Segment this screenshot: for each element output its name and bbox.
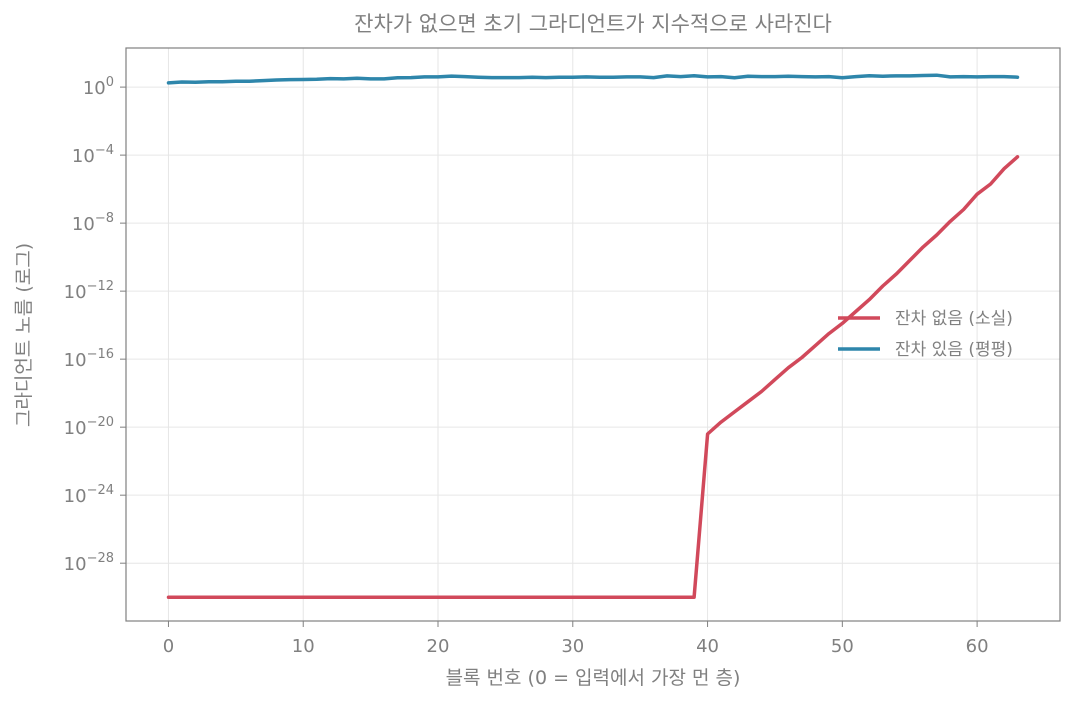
x-tick-label: 0 xyxy=(163,636,174,657)
plot-frame xyxy=(125,47,1061,622)
y-axis: 100 10−4 10−8 10−12 10−16 10−20 10−24 10−28 xyxy=(64,75,126,575)
y-tick-label: 10−12 xyxy=(64,279,114,303)
y-tick-label: 10−28 xyxy=(64,551,114,575)
series-line-1 xyxy=(166,155,1020,599)
series-line-2 xyxy=(166,73,1020,85)
legend-label-2: 잔차 있음 (평평) xyxy=(895,340,1013,360)
x-tick-label: 20 xyxy=(427,636,450,657)
x-tick-label: 60 xyxy=(966,636,989,657)
y-axis-title: 그라디언트 노름 (로그) xyxy=(13,243,35,427)
y-tick-label: 10−16 xyxy=(64,347,114,371)
x-tick-label: 50 xyxy=(831,636,854,657)
legend-label-1: 잔차 없음 (소실) xyxy=(895,309,1013,329)
x-axis-title: 블록 번호 (0 = 입력에서 가장 먼 층) xyxy=(446,667,741,689)
series-layer xyxy=(166,73,1020,599)
y-tick-label: 10−24 xyxy=(64,483,114,507)
x-tick-label: 10 xyxy=(292,636,315,657)
x-tick-label: 30 xyxy=(561,636,584,657)
grid xyxy=(126,48,1060,621)
chart-title: 잔차가 없으면 초기 그라디언트가 지수적으로 사라진다 xyxy=(354,12,832,36)
legend: 잔차 없음 (소실) 잔차 있음 (평평) xyxy=(838,309,1013,360)
y-tick-label: 10−4 xyxy=(72,143,114,167)
y-tick-label: 10−20 xyxy=(64,415,114,439)
x-tick-label: 40 xyxy=(696,636,719,657)
y-tick-label: 100 xyxy=(83,75,114,99)
y-tick-label: 10−8 xyxy=(72,211,114,235)
x-axis: 0 10 20 30 40 50 60 xyxy=(163,621,989,657)
